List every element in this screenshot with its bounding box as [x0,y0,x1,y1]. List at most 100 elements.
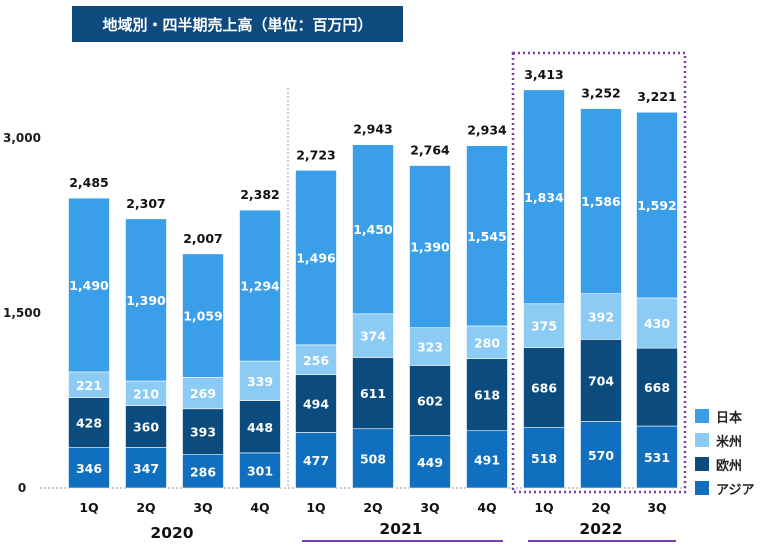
bar-segment-europe [68,397,110,448]
bar-segment-japan [352,144,394,315]
legend-item-americas: 米州 [695,428,754,452]
total-label: 2,764 [410,143,450,158]
bar-segment-japan [295,170,337,346]
bar-segment-asia [295,432,337,489]
bar-segment-europe [523,347,565,428]
highlight-2022-box [511,51,687,494]
x-tick-label: 3Q [420,500,439,515]
data-label-americas: 374 [360,329,386,344]
bar-segment-europe [239,400,281,454]
bar-segment-asia [409,435,451,489]
bar-segment-asia [125,447,167,489]
bar-segment-europe [636,347,678,427]
bar-segment-europe [182,408,224,455]
x-tick-label: 4Q [477,500,496,515]
data-label-europe: 448 [247,420,273,435]
data-label-asia: 570 [588,448,614,463]
bar-segment-japan [636,111,678,299]
bar-segment-americas [295,344,337,376]
x-tick-label: 4Q [250,500,269,515]
bar-segment-americas [182,377,224,410]
total-label: 2,723 [296,147,336,162]
bar-segment-japan [523,89,565,305]
data-label-europe: 704 [588,373,614,388]
data-label-japan: 1,496 [296,251,336,266]
bar-segment-japan [580,108,622,294]
bar-segment-americas [125,380,167,406]
total-label: 2,007 [183,231,223,246]
bar-segment-asia [68,447,110,489]
legend-label-japan: 日本 [716,410,743,426]
bar-segment-americas [239,360,281,401]
data-label-americas: 323 [417,340,443,355]
y-tick-label: 1,500 [3,306,41,320]
x-tick-label: 1Q [79,500,98,515]
data-label-americas: 280 [474,335,500,350]
year-label: 2020 [150,524,193,542]
data-label-japan: 1,490 [69,278,109,293]
data-label-europe: 428 [76,416,102,431]
data-label-asia: 286 [190,464,216,479]
total-label: 2,307 [126,196,166,211]
data-label-japan: 1,294 [240,279,280,294]
bar-segment-japan [68,197,110,373]
total-label: 2,943 [353,122,393,137]
data-label-europe: 494 [303,397,329,412]
bar-segment-asia [466,430,508,489]
data-label-asia: 518 [531,451,557,466]
total-label: 2,934 [467,123,507,138]
data-label-asia: 449 [417,455,443,470]
bar-segment-japan [182,253,224,378]
bar-segment-asia [636,425,678,489]
total-label: 3,252 [581,86,621,101]
data-label-japan: 1,834 [524,190,564,205]
data-label-americas: 392 [588,310,614,325]
bar-segment-europe [295,374,337,433]
data-label-asia: 301 [247,463,273,478]
chart-title: 地域別・四半期売上高（単位：百万円） [72,6,403,42]
data-label-japan: 1,545 [467,229,507,244]
bar-segment-japan [125,218,167,382]
bar-segment-americas [352,313,394,358]
legend: 日本 米州 欧州 アジア [695,404,754,500]
bar-segment-europe [125,405,167,448]
bar-segment-asia [580,421,622,489]
bar-segment-europe [352,357,394,430]
data-label-japan: 1,059 [183,309,223,324]
total-label: 2,382 [240,187,280,202]
bar-segment-americas [68,371,110,398]
data-label-japan: 1,390 [410,240,450,255]
y-tick-label: 0 [18,481,26,495]
data-label-asia: 531 [644,450,670,465]
data-label-japan: 1,450 [353,222,393,237]
data-label-americas: 339 [247,374,273,389]
legend-swatch-asia [695,481,709,495]
bar-segment-europe [409,365,451,436]
total-label: 3,221 [637,89,677,104]
data-label-europe: 686 [531,381,557,396]
total-label: 3,413 [524,67,564,82]
bar-segment-asia [239,452,281,489]
data-label-europe: 360 [133,420,159,435]
total-label: 2,485 [69,175,109,190]
x-tick-label: 3Q [193,500,212,515]
x-tick-label: 2Q [136,500,155,515]
data-label-asia: 346 [76,461,102,476]
data-label-japan: 1,586 [581,194,621,209]
bar-segment-japan [409,165,451,329]
data-label-europe: 618 [474,388,500,403]
bar-segment-americas [466,325,508,359]
data-label-japan: 1,592 [637,198,677,213]
x-tick-label: 2Q [363,500,382,515]
data-label-japan: 1,390 [126,293,166,308]
data-label-americas: 269 [190,386,216,401]
data-label-americas: 375 [531,319,557,334]
x-tick-label: 2Q [591,500,610,515]
bar-segment-japan [466,145,508,327]
data-label-europe: 602 [417,394,443,409]
data-label-americas: 256 [303,353,329,368]
x-tick-label: 3Q [647,500,666,515]
bar-segment-europe [580,339,622,422]
year-label: 2022 [579,520,622,538]
